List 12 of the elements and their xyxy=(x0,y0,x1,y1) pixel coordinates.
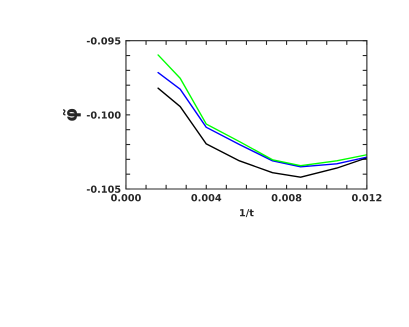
y-tick-label: -0.105 xyxy=(86,185,120,193)
y-tick-label: -0.095 xyxy=(86,37,120,45)
y-axis-title: φ̃ xyxy=(62,108,81,121)
line-series xyxy=(157,72,367,168)
x-tick-label: 0.012 xyxy=(352,194,382,202)
x-axis-title: 1/t xyxy=(240,209,254,218)
line-series xyxy=(157,54,367,166)
x-tick-label: 0.008 xyxy=(272,194,302,202)
line-series xyxy=(157,87,367,178)
x-tick-label: 0.004 xyxy=(191,194,222,202)
x-tick-label: 0.000 xyxy=(111,194,141,202)
y-tick-label: -0.100 xyxy=(86,111,121,119)
